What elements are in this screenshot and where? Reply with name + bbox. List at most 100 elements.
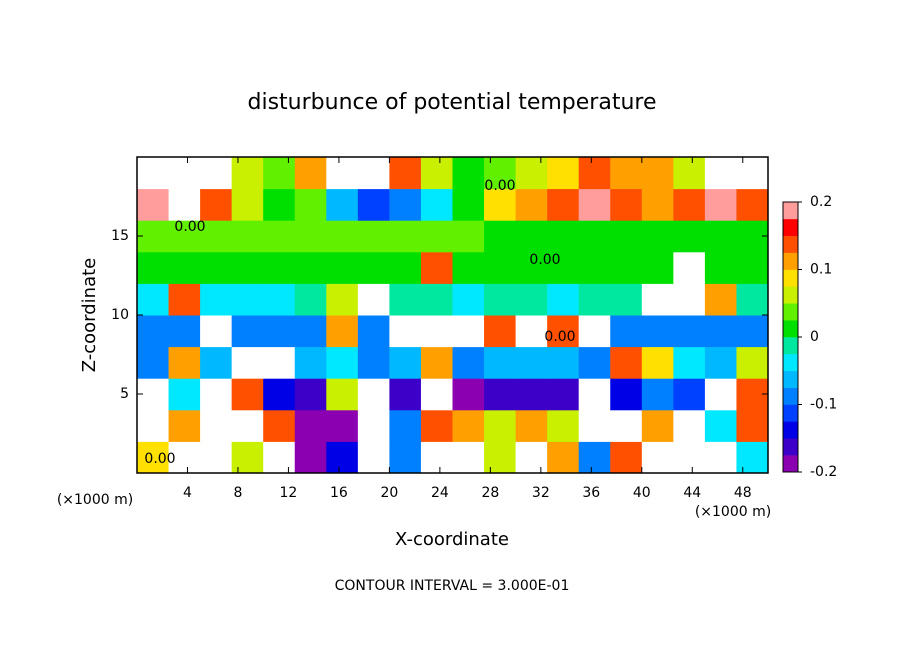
x-tick-label: 48 xyxy=(734,485,752,501)
heat-cell xyxy=(389,315,422,348)
colorbar-tick-label: 0 xyxy=(810,329,819,345)
heat-cell xyxy=(389,220,422,253)
x-tick-label: 8 xyxy=(233,485,242,501)
colorbar-segment xyxy=(783,421,798,439)
heat-cell xyxy=(168,441,201,474)
heat-cell xyxy=(168,220,201,253)
heat-cell xyxy=(452,378,485,411)
heat-cell xyxy=(547,283,580,316)
heat-cell xyxy=(452,220,485,253)
heat-cell xyxy=(357,220,390,253)
heat-cell xyxy=(484,188,517,221)
heat-cell xyxy=(641,283,674,316)
heat-cell xyxy=(294,251,327,284)
heat-cell xyxy=(673,346,706,379)
heat-cell xyxy=(484,220,517,253)
heat-cell xyxy=(200,441,233,474)
x-tick-label: 4 xyxy=(183,485,192,501)
y-axis-label: Z-coordinate xyxy=(79,258,100,373)
heat-cell xyxy=(231,346,264,379)
heat-cell xyxy=(231,251,264,284)
heat-cell xyxy=(704,409,737,442)
x-tick-label: 28 xyxy=(481,485,499,501)
heat-cell xyxy=(389,378,422,411)
heat-cell xyxy=(547,315,580,348)
heat-cell xyxy=(420,315,453,348)
heat-cell xyxy=(389,188,422,221)
heat-cell xyxy=(200,283,233,316)
heat-cell xyxy=(515,283,548,316)
contour-label: 0.00 xyxy=(544,329,575,345)
heat-cell xyxy=(610,378,643,411)
heat-cell xyxy=(704,283,737,316)
heat-cell xyxy=(168,378,201,411)
heat-cell xyxy=(673,188,706,221)
heat-cell xyxy=(452,283,485,316)
heat-cell xyxy=(578,441,611,474)
heat-cell xyxy=(231,283,264,316)
heat-cell xyxy=(420,157,453,190)
heat-cell xyxy=(420,220,453,253)
heat-cell xyxy=(547,157,580,190)
x-tick-label: 16 xyxy=(330,485,348,501)
x-tick-label: 20 xyxy=(380,485,398,501)
colorbar-tick-label: -0.2 xyxy=(810,464,837,480)
heat-cell xyxy=(200,346,233,379)
heat-cell xyxy=(610,346,643,379)
heat-cell xyxy=(515,409,548,442)
heat-cell xyxy=(736,251,769,284)
heat-cell xyxy=(484,315,517,348)
heat-cell xyxy=(547,251,580,284)
heat-cell xyxy=(484,409,517,442)
heat-cell xyxy=(673,157,706,190)
heat-cell xyxy=(484,251,517,284)
colorbar-segment xyxy=(783,387,798,405)
x-tick-label: 24 xyxy=(431,485,449,501)
heat-cell xyxy=(137,283,170,316)
heat-cell xyxy=(357,188,390,221)
heat-cell xyxy=(389,157,422,190)
colorbar-segment xyxy=(783,235,798,253)
heat-cell xyxy=(326,220,359,253)
heat-cell xyxy=(231,220,264,253)
heat-cell xyxy=(357,441,390,474)
heat-cell xyxy=(231,315,264,348)
heat-cell xyxy=(578,157,611,190)
colorbar-segment xyxy=(783,438,798,456)
heat-cell xyxy=(294,315,327,348)
heat-cell xyxy=(263,441,296,474)
heat-cell xyxy=(326,315,359,348)
heat-cell xyxy=(200,220,233,253)
heat-cell xyxy=(736,157,769,190)
heat-cell xyxy=(294,220,327,253)
colorbar-segment xyxy=(783,286,798,304)
colorbar-segment xyxy=(783,202,798,220)
heat-cell xyxy=(452,346,485,379)
heat-cell xyxy=(200,409,233,442)
heat-cell xyxy=(357,251,390,284)
y-tick-label: 10 xyxy=(111,307,129,323)
heat-cell xyxy=(263,220,296,253)
heat-cell xyxy=(641,378,674,411)
heat-cell xyxy=(200,157,233,190)
heat-cell xyxy=(578,378,611,411)
heat-cell xyxy=(704,220,737,253)
heat-cell xyxy=(547,220,580,253)
colorbar-segment xyxy=(783,337,798,355)
colorbar-segment xyxy=(783,303,798,321)
heat-cell xyxy=(326,157,359,190)
heat-cell xyxy=(168,157,201,190)
heat-cell xyxy=(610,409,643,442)
heat-cell xyxy=(389,441,422,474)
heat-cell xyxy=(263,157,296,190)
heat-cell xyxy=(452,188,485,221)
heat-cell xyxy=(578,188,611,221)
heat-cell xyxy=(484,378,517,411)
heat-cell xyxy=(168,251,201,284)
heat-cell xyxy=(515,378,548,411)
heat-cell xyxy=(578,251,611,284)
heat-cell xyxy=(294,188,327,221)
heat-cell xyxy=(452,251,485,284)
heat-cell xyxy=(673,378,706,411)
